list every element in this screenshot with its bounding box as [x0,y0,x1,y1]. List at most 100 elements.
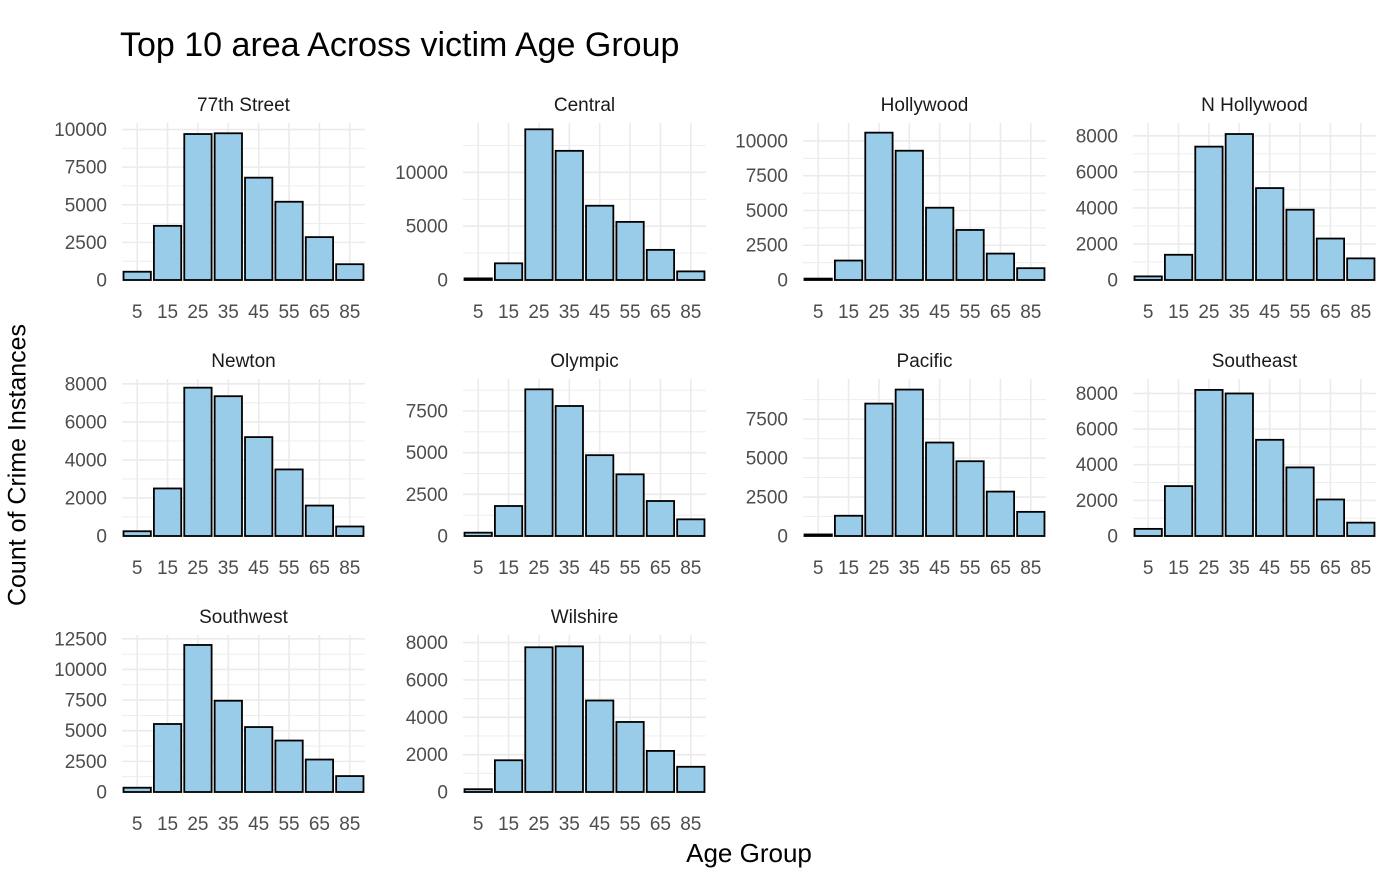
bar [676,518,706,537]
facet-panel: N Hollywood 0 2000 4000 6000 8000 5 15 25 35 45 55 6… [1076,95,1376,323]
x-tick-label: 5 [1143,302,1154,323]
bar [1194,389,1224,537]
bar [274,468,304,537]
x-tick-label: 45 [589,814,610,835]
y-tick-label: 2000 [1076,234,1118,255]
y-tick-label: 5000 [746,449,788,470]
bar [1016,510,1046,537]
bar [615,721,645,793]
x-tick-label: 25 [528,302,549,323]
y-tick-label: 8000 [406,633,448,654]
bar [833,259,864,281]
bar [335,263,365,281]
x-tick-label: 85 [339,814,360,835]
y-tick-label: 0 [777,271,788,292]
bar [925,206,955,281]
x-tick-label: 25 [528,814,549,835]
bar [554,149,584,281]
x-tick-label: 65 [1320,302,1341,323]
bar [244,726,274,793]
x-tick-label: 85 [680,558,701,579]
y-tick-label: 10000 [395,163,448,184]
x-tick-label: 5 [473,302,484,323]
bar [183,386,213,537]
x-tick-label: 5 [132,302,143,323]
y-tick-label: 0 [437,271,448,292]
bar [1315,237,1346,281]
x-tick-label: 65 [650,814,671,835]
x-tick-label: 65 [990,302,1011,323]
x-tick-label: 85 [680,302,701,323]
facet-panel: Pacific 0 2500 5000 7500 5 15 25 35 45 55 65 85 [746,351,1046,579]
facet-panel: Hollywood 0 2500 5000 7500 10000 5 15 25 35 45 55 65… [735,95,1046,323]
y-tick-label: 0 [1107,527,1118,548]
x-tick-label: 15 [498,558,519,579]
bar [152,487,183,537]
x-tick-label: 45 [1259,302,1280,323]
x-tick-label: 15 [498,302,519,323]
x-tick-label: 25 [187,302,208,323]
x-tick-label: 55 [959,302,980,323]
x-tick-label: 15 [1168,302,1189,323]
bar [335,775,365,793]
bar [304,504,335,537]
bar [213,395,243,537]
facet-panel: Olympic 0 2500 5000 7500 5 15 25 35 45 55 65 85 [406,351,706,579]
bar [493,759,524,793]
x-tick-label: 55 [1289,558,1310,579]
facet-strip-label: Central [554,95,615,116]
bar [274,200,304,281]
x-tick-label: 35 [559,302,580,323]
x-tick-label: 85 [1350,302,1371,323]
y-tick-label: 5000 [746,201,788,222]
x-tick-label: 55 [278,302,299,323]
y-tick-label: 6000 [1076,162,1118,183]
bar [833,514,864,537]
x-tick-label: 85 [1350,558,1371,579]
bar [645,750,676,793]
x-tick-label: 65 [309,814,330,835]
bar [183,644,213,793]
y-tick-label: 7500 [65,691,107,712]
bar [615,473,645,537]
bar [152,723,183,793]
x-tick-label: 85 [1020,558,1041,579]
y-tick-label: 10000 [54,120,107,141]
chart-title: Top 10 area Across victim Age Group [120,26,680,64]
y-tick-label: 8000 [1076,384,1118,405]
facet-strip-label: Hollywood [881,95,969,116]
bar [864,131,894,281]
x-tick-label: 35 [899,558,920,579]
y-tick-label: 10000 [735,131,788,152]
bar [803,277,833,281]
bar [122,270,152,281]
y-tick-label: 4000 [1076,455,1118,476]
bar [524,128,554,281]
x-tick-label: 5 [473,814,484,835]
bar [244,436,274,537]
y-tick-label: 6000 [65,412,107,433]
bar [554,405,584,537]
x-tick-label: 65 [309,558,330,579]
bar [1016,267,1046,281]
bar [122,786,152,793]
y-tick-label: 2500 [406,485,448,506]
x-tick-label: 45 [589,558,610,579]
bar [1133,527,1163,537]
facet-strip-label: Newton [211,351,275,372]
x-tick-label: 45 [248,814,269,835]
bar [554,645,584,793]
facet-panel: Central 0 5000 10000 5 15 25 35 45 55 65 85 [395,95,706,323]
bar [213,132,243,281]
y-tick-label: 8000 [65,374,107,395]
x-tick-label: 15 [157,814,178,835]
x-tick-label: 55 [278,814,299,835]
facet-panel: Wilshire 0 2000 4000 6000 8000 5 15 25 35 45 55 65 85 [406,607,706,835]
bar [676,270,706,281]
x-tick-label: 35 [1229,558,1250,579]
y-tick-label: 2000 [406,745,448,766]
facet-strip-label: Southeast [1212,351,1298,372]
facet-strip-label: 77th Street [197,95,291,116]
bar [493,505,524,537]
x-tick-label: 45 [589,302,610,323]
